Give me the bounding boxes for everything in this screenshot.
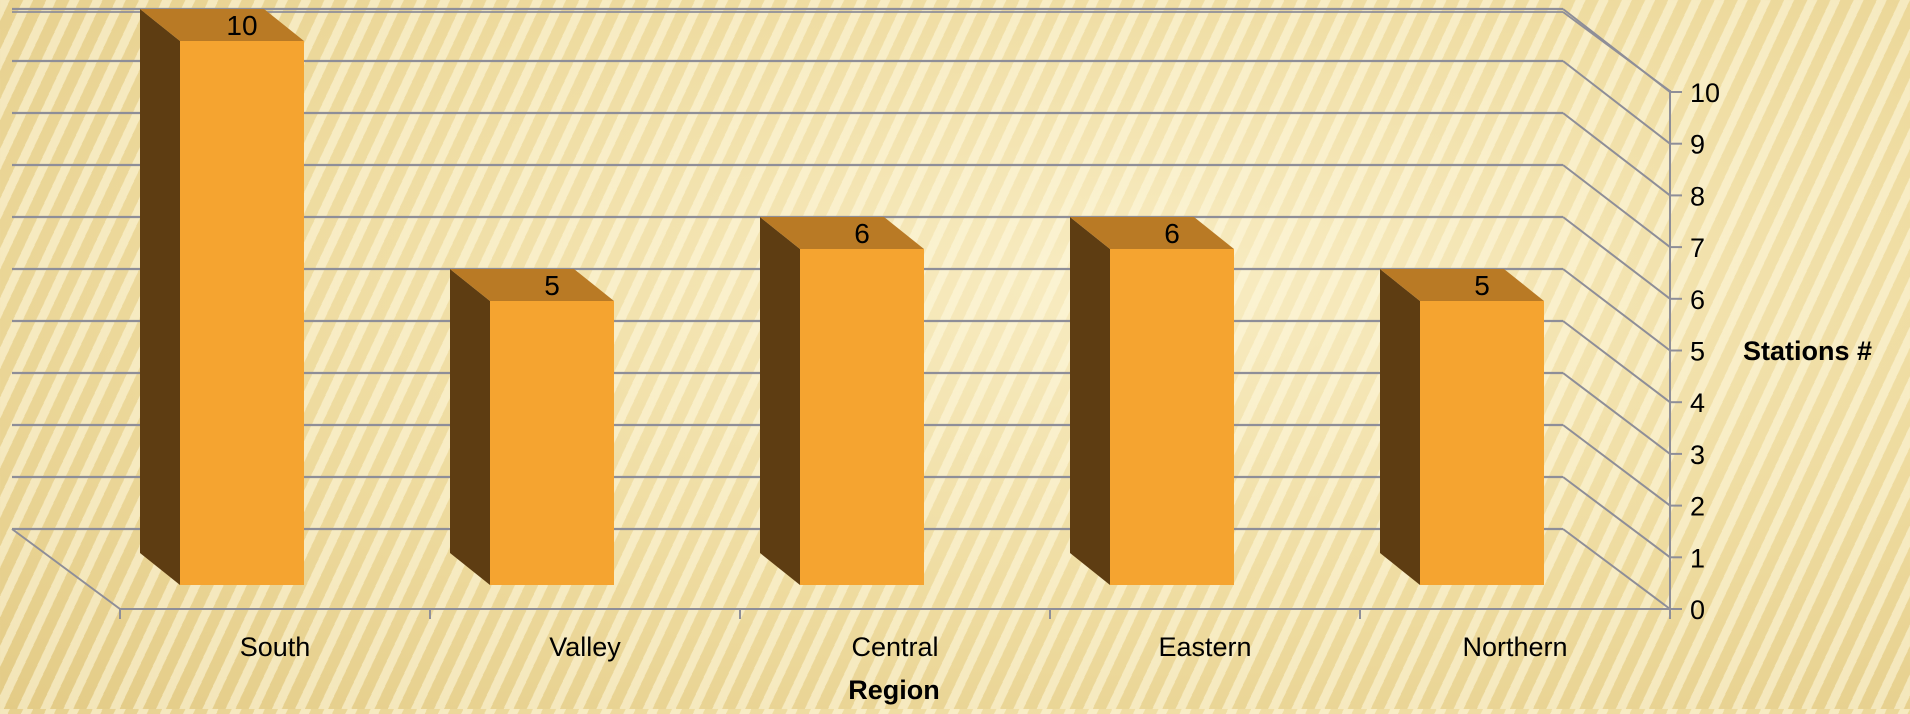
side-gridline [1562, 528, 1671, 610]
bar-side [760, 217, 800, 585]
bar-group [760, 217, 924, 585]
x-tick-label: Eastern [1158, 632, 1251, 662]
side-gridline [1562, 60, 1671, 145]
bar [800, 249, 924, 585]
y-tick-label: 10 [1690, 78, 1720, 108]
side-gridline [1562, 268, 1671, 352]
bar-top [760, 217, 924, 249]
bar [490, 301, 614, 585]
bar [1110, 249, 1234, 585]
data-label: 6 [1164, 218, 1180, 249]
data-label: 10 [226, 10, 257, 41]
data-label: 6 [854, 218, 870, 249]
x-tick-label: Northern [1462, 632, 1567, 662]
side-gridline [1562, 372, 1671, 455]
data-label: 5 [544, 270, 560, 301]
bar-side [1070, 217, 1110, 585]
y-tick-label: 0 [1690, 595, 1705, 625]
bar-group [450, 269, 614, 585]
side-gridline [1562, 164, 1671, 248]
x-tick-label: South [240, 632, 311, 662]
x-tick-label: Central [851, 632, 938, 662]
x-axis-title: Region [848, 675, 940, 705]
bars [140, 9, 1544, 585]
x-tick-label: Valley [549, 632, 621, 662]
bar-group [1380, 269, 1544, 585]
bar-top [140, 9, 304, 41]
y-tick-label: 5 [1690, 337, 1705, 367]
floor-left-edge [11, 528, 121, 610]
data-label: 5 [1474, 270, 1490, 301]
y-tick-label: 4 [1690, 388, 1705, 418]
side-gridline [1562, 216, 1671, 300]
side-wall-top-edge [1562, 11, 1671, 92]
y-tick-label: 2 [1690, 492, 1705, 522]
side-gridline [1562, 112, 1671, 197]
bar-group [140, 9, 304, 585]
bar [1420, 301, 1544, 585]
bar-top [1070, 217, 1234, 249]
bar-side [1380, 269, 1420, 585]
bar-top [1380, 269, 1544, 301]
side-gridline [1562, 476, 1671, 559]
y-tick-label: 9 [1690, 130, 1705, 160]
labels: 0 1 2 3 4 5 6 7 8 9 10 10 South 5 Valley 6 Central 6 Easte… [226, 10, 1720, 662]
axes [11, 90, 1682, 619]
y-tick-label: 7 [1690, 233, 1705, 263]
bar-side [450, 269, 490, 585]
y-axis-title: Stations # [1743, 336, 1872, 366]
bar [180, 41, 304, 585]
side-gridline [1562, 320, 1671, 403]
bar-side [140, 9, 180, 585]
side-gridline [1562, 424, 1671, 507]
bar-top [450, 269, 614, 301]
y-tick-label: 8 [1690, 181, 1705, 211]
y-tick-label: 1 [1690, 543, 1705, 573]
y-tick-label: 6 [1690, 285, 1705, 315]
y-tick-label: 3 [1690, 440, 1705, 470]
bar-group [1070, 217, 1234, 585]
